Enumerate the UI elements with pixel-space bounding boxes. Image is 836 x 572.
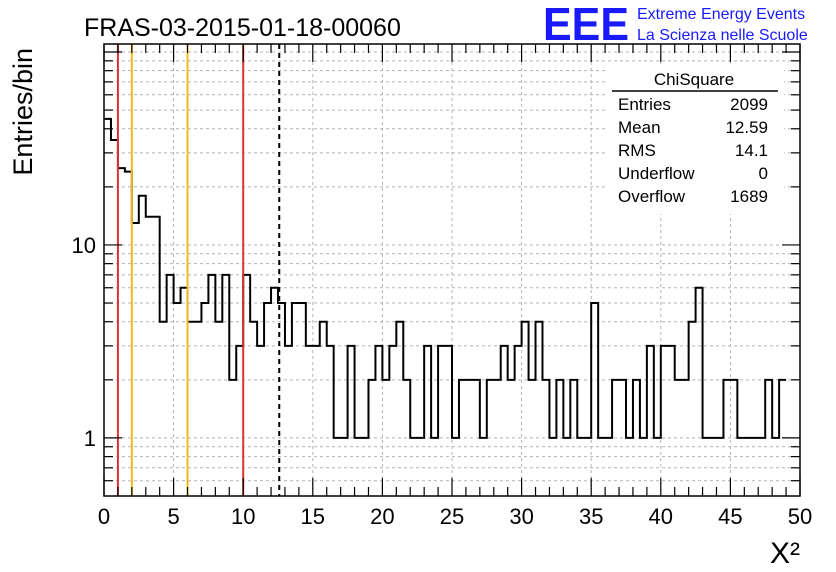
stats-label-underflow: Underflow <box>618 164 695 183</box>
stats-label-rms: RMS <box>618 141 656 160</box>
x-axis-label: X² <box>770 537 800 570</box>
histogram-outline <box>104 117 787 439</box>
y-tick-label: 10 <box>72 233 96 258</box>
x-tick-label: 10 <box>231 504 255 529</box>
x-tick-label: 5 <box>167 504 179 529</box>
stats-label-overflow: Overflow <box>618 187 686 206</box>
stats-label-mean: Mean <box>618 118 661 137</box>
x-tick-label: 40 <box>649 504 673 529</box>
chart-title: FRAS-03-2015-01-18-00060 <box>84 14 401 42</box>
y-tick-label: 1 <box>84 426 96 451</box>
threshold-lines <box>116 44 281 496</box>
stats-value-mean: 12.59 <box>725 118 768 137</box>
x-tick-label: 25 <box>440 504 464 529</box>
stats-value-rms: 14.1 <box>735 141 768 160</box>
axis-ticks <box>103 44 801 496</box>
stats-value-underflow: 0 <box>759 164 768 183</box>
x-tick-label: 35 <box>579 504 603 529</box>
logo-mark: EEE <box>543 0 629 50</box>
logo-line-2: La Scienza nelle Scuole <box>637 27 808 44</box>
x-tick-label: 45 <box>718 504 742 529</box>
eee-logo: EEE Extreme Energy Events La Scienza nel… <box>543 0 808 50</box>
x-tick-label: 0 <box>98 504 110 529</box>
x-tick-label: 15 <box>301 504 325 529</box>
stats-value-entries: 2099 <box>730 95 768 114</box>
x-tick-label: 50 <box>788 504 812 529</box>
histogram <box>104 117 787 439</box>
stats-box: ChiSquare Entries 2099 Mean 12.59 RMS 14… <box>608 64 784 214</box>
stats-box-title: ChiSquare <box>654 70 734 89</box>
y-axis-label: Entries/bin <box>8 48 38 176</box>
logo-line-1: Extreme Energy Events <box>637 6 805 23</box>
stats-label-entries: Entries <box>618 95 671 114</box>
x-tick-label: 20 <box>370 504 394 529</box>
stats-value-overflow: 1689 <box>730 187 768 206</box>
tick-labels: 0 5 10 15 20 25 30 35 40 45 50 1 10 <box>72 233 813 529</box>
x-tick-label: 30 <box>509 504 533 529</box>
